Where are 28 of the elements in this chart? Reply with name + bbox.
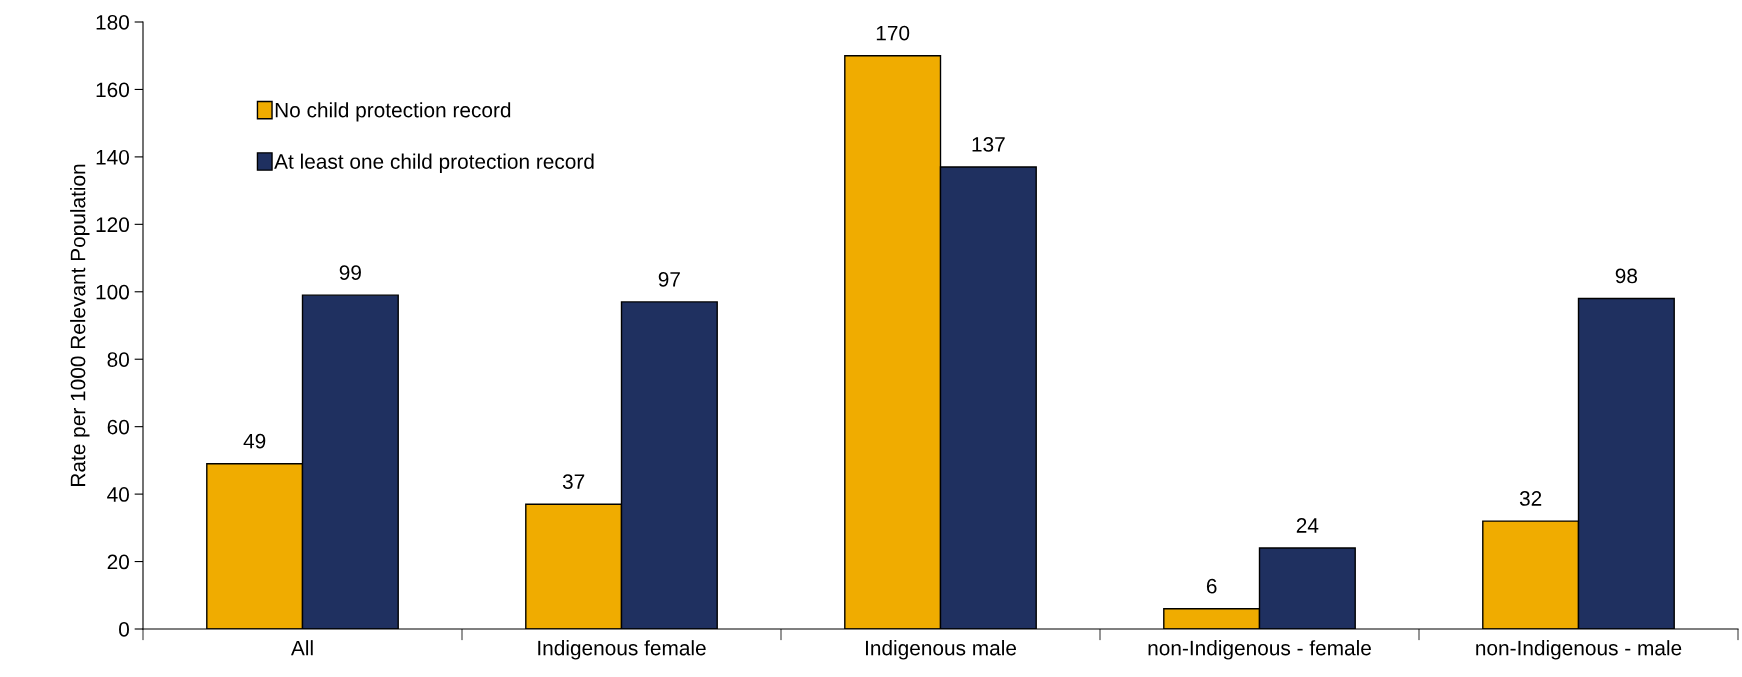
y-tick-label: 40 (107, 487, 129, 502)
data-label: 98 (1615, 268, 1638, 284)
x-tick-label: Indigenous female (538, 640, 706, 660)
data-label: 24 (1296, 518, 1319, 533)
legend-label: At least one child protection record (274, 153, 594, 174)
x-tick-label: non-Indigenous - male (1476, 640, 1682, 660)
data-label: 49 (243, 433, 266, 449)
y-tick-label: 100 (96, 284, 129, 300)
y-tick-label: 140 (96, 149, 129, 165)
y-tick-label: 60 (107, 419, 129, 435)
data-label: 99 (339, 265, 361, 280)
y-tick-label: 120 (96, 217, 129, 233)
y-tick-label: 20 (107, 554, 129, 570)
y-tick-label: 180 (96, 15, 129, 30)
y-tick-label: 80 (107, 352, 129, 367)
data-label: 32 (1519, 491, 1542, 506)
x-tick-label: non-Indigenous - female (1148, 640, 1371, 660)
data-label: 97 (658, 271, 680, 287)
x-tick-label: Indigenous male (865, 640, 1017, 660)
x-tick-label: All (290, 640, 313, 656)
data-label: 37 (562, 474, 585, 489)
data-label: 137 (972, 137, 1005, 152)
y-tick-label: 0 (119, 622, 129, 637)
legend-label: No child protection record (275, 102, 511, 122)
y-tick-label: 160 (96, 82, 129, 98)
y-axis-title: Rate per 1000 Relevant Population (70, 164, 90, 486)
data-label: 170 (876, 25, 910, 41)
data-label: 6 (1206, 578, 1217, 594)
